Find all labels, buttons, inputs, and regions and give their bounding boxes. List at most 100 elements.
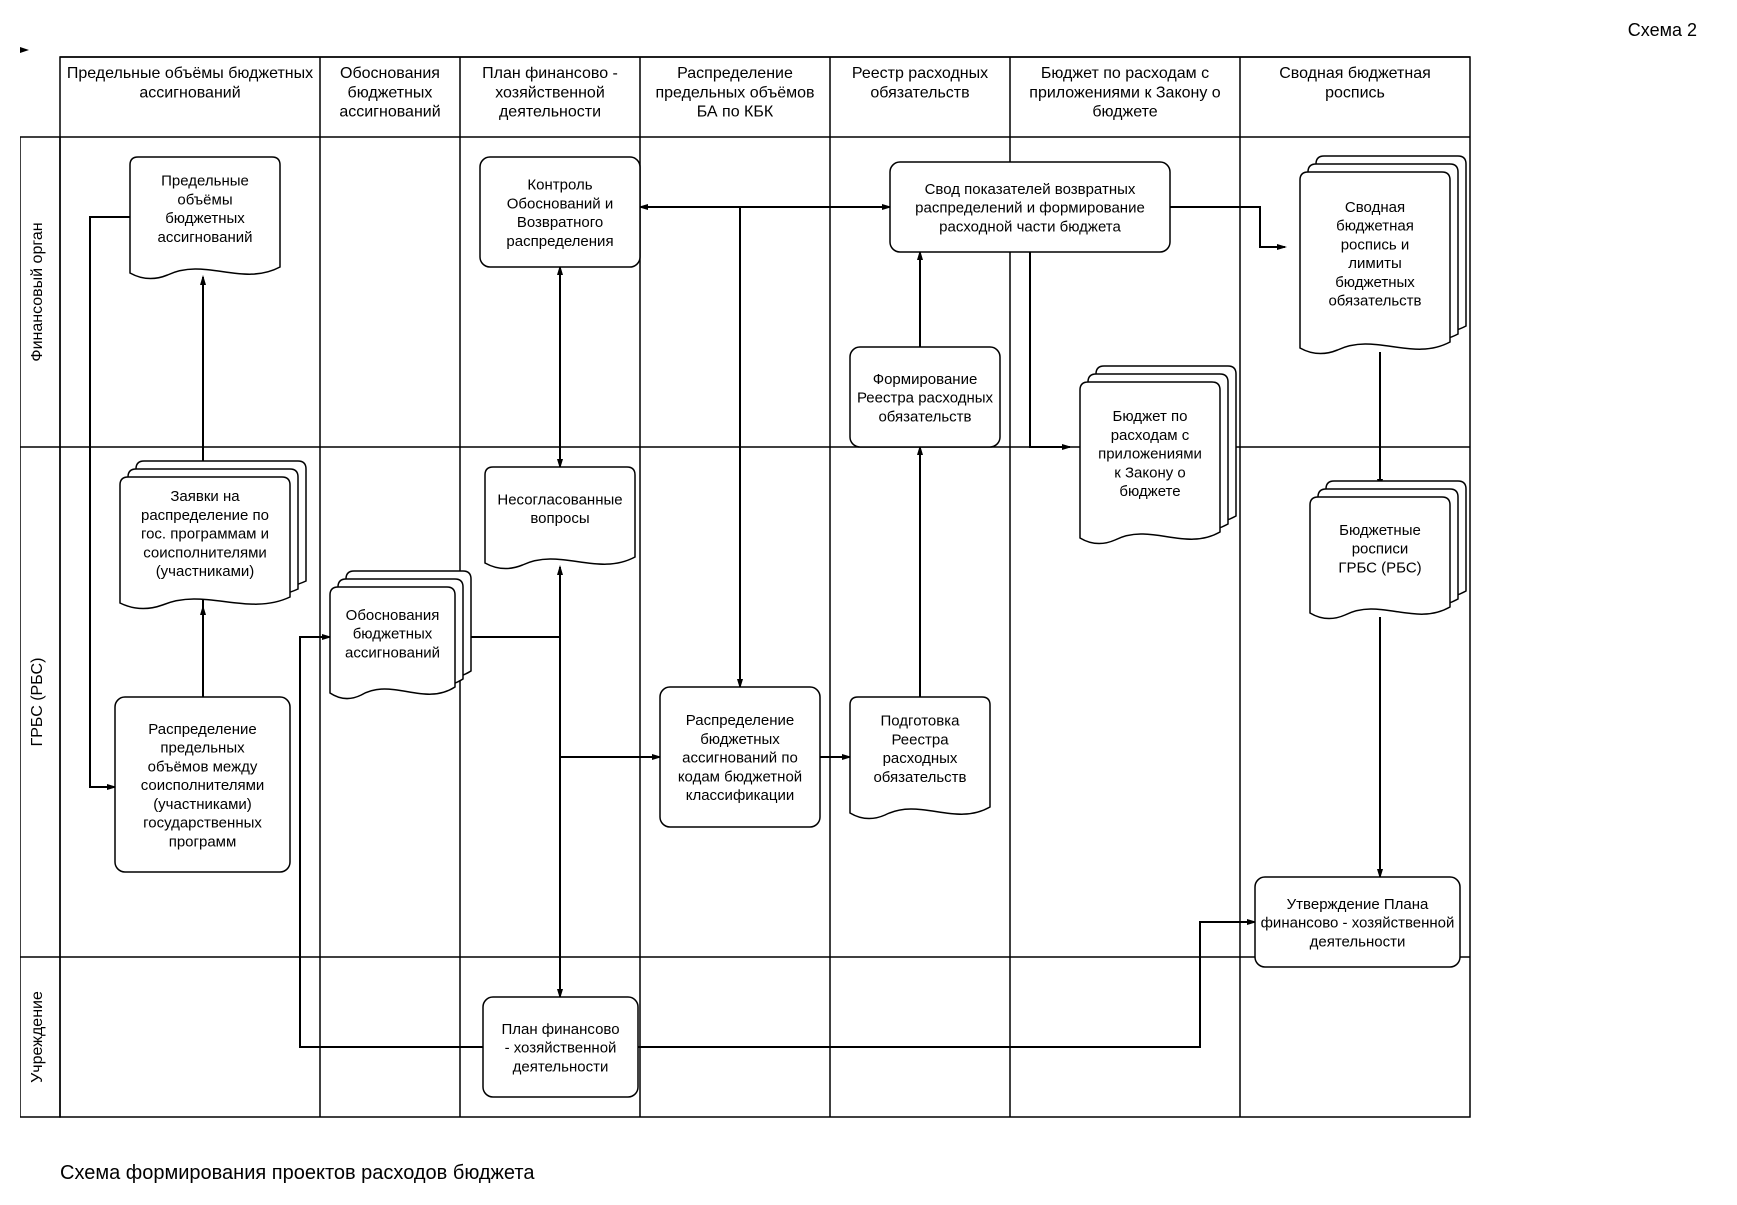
node-text: Несогласованные bbox=[497, 491, 622, 508]
node-n5: КонтрольОбоснований и Возвратного распреде… bbox=[480, 157, 640, 267]
node-text: ассигнований по bbox=[682, 750, 798, 767]
node-text: бюджетных bbox=[700, 731, 780, 748]
node-text: ассигнований bbox=[157, 229, 252, 246]
column-header: Реестр расходных bbox=[852, 65, 988, 82]
node-text: Формирование bbox=[873, 371, 978, 388]
node-text: ассигнований bbox=[345, 644, 440, 661]
column-header: Распределение bbox=[677, 65, 793, 82]
node-text: (участниками) bbox=[156, 563, 255, 580]
node-n8: Распределение бюджетных ассигнований покод… bbox=[660, 687, 820, 827]
column-header: бюджете bbox=[1092, 104, 1157, 121]
node-text: роспись и bbox=[1341, 236, 1410, 253]
node-text: расходных bbox=[883, 750, 958, 767]
node-n15: Утверждение Плана финансово - хозяйственн… bbox=[1255, 877, 1460, 967]
node-text: объёмов между bbox=[148, 758, 258, 775]
node-text: соисполнителями bbox=[141, 777, 265, 794]
node-text: соисполнителями bbox=[143, 544, 267, 561]
row-label: Учреждение bbox=[29, 991, 46, 1083]
node-text: Бюджетные bbox=[1339, 522, 1421, 539]
node-text: деятельности bbox=[1310, 933, 1406, 950]
column-header: БА по КБК bbox=[697, 104, 774, 121]
node-text: Контроль bbox=[527, 177, 592, 194]
node-n3: Распределение предельныхобъёмов между соис… bbox=[115, 697, 290, 872]
edge bbox=[1030, 252, 1070, 447]
node-text: Подготовка bbox=[881, 713, 961, 730]
node-n7: План финансово - хозяйственнойдеятельност… bbox=[483, 997, 638, 1097]
node-n6: Несогласованные вопросы bbox=[485, 467, 635, 569]
node-text: План финансово bbox=[501, 1021, 619, 1038]
node-text: Свод показателей возвратных bbox=[925, 181, 1136, 198]
node-text: - хозяйственной bbox=[505, 1040, 617, 1057]
node-text: бюджетная bbox=[1336, 218, 1414, 235]
node-text: объёмы bbox=[177, 191, 232, 208]
node-text: бюджетных bbox=[1335, 274, 1415, 291]
node-n10: Формирование Реестра расходныхобязательст… bbox=[850, 347, 1000, 447]
node-text: Распределение bbox=[148, 721, 257, 738]
column-header: деятельности bbox=[499, 104, 601, 121]
node-n13: Сводная бюджетнаяроспись и лимиты бюджетных… bbox=[1300, 156, 1466, 354]
row-label: ГРБС (РБС) bbox=[29, 658, 46, 747]
node-text: обязательств bbox=[1328, 293, 1421, 310]
node-text: расходам с bbox=[1111, 427, 1190, 444]
node-text: классификации bbox=[686, 787, 795, 804]
column-header: План финансово - bbox=[482, 65, 618, 82]
edge bbox=[1170, 207, 1285, 247]
column-header: предельных объёмов bbox=[655, 84, 814, 101]
node-text: обязательств bbox=[873, 769, 966, 786]
edge bbox=[455, 637, 660, 757]
node-n1: Предельныеобъёмы бюджетных ассигнований bbox=[130, 157, 280, 279]
column-header: ассигнований bbox=[139, 84, 240, 101]
node-text: Утверждение Плана bbox=[1287, 896, 1429, 913]
column-header: бюджетных bbox=[348, 84, 433, 101]
node-text: Сводная bbox=[1345, 199, 1405, 216]
diagram-caption: Схема формирования проектов расходов бюд… bbox=[60, 1162, 1717, 1185]
column-header: роспись bbox=[1325, 84, 1385, 101]
node-text: (участниками) bbox=[153, 796, 252, 813]
node-text: предельных bbox=[160, 740, 245, 757]
node-n12: Бюджет порасходам сприложениямик Закону … bbox=[1080, 366, 1236, 544]
column-header: Предельные объёмы бюджетных bbox=[67, 65, 313, 82]
column-header: приложениями к Закону о bbox=[1029, 84, 1221, 101]
node-text: кодам бюджетной bbox=[678, 768, 802, 785]
node-text: Бюджет по bbox=[1113, 408, 1188, 425]
node-text: Возвратного bbox=[517, 214, 603, 231]
column-header: Сводная бюджетная bbox=[1279, 65, 1431, 82]
node-text: вопросы bbox=[530, 510, 589, 527]
node-n4: Обоснования бюджетныхассигнований bbox=[330, 571, 471, 699]
node-text: распределений и формирование bbox=[915, 200, 1145, 217]
node-text: бюджетных bbox=[353, 626, 433, 643]
edge bbox=[300, 637, 483, 1047]
node-text: государственных bbox=[143, 815, 262, 832]
node-n14: Бюджетные росписиГРБС (РБС) bbox=[1310, 481, 1466, 619]
node-text: Обоснования bbox=[346, 607, 440, 624]
column-header: хозяйственной bbox=[495, 84, 605, 101]
node-text: программ bbox=[169, 833, 237, 850]
column-header: обязательств bbox=[870, 84, 969, 101]
column-header: ассигнований bbox=[339, 104, 440, 121]
node-text: Обоснований и bbox=[507, 195, 613, 212]
node-text: Реестра расходных bbox=[857, 390, 994, 407]
node-text: лимиты bbox=[1348, 255, 1401, 272]
edge bbox=[638, 922, 1255, 1047]
column-header: Обоснования bbox=[340, 65, 440, 82]
node-text: росписи bbox=[1352, 541, 1409, 558]
node-text: обязательств bbox=[878, 408, 971, 425]
row-label: Финансовый орган bbox=[29, 222, 46, 361]
node-text: Предельные bbox=[161, 173, 249, 190]
flowchart-svg: Предельные объёмы бюджетныхассигнованийО… bbox=[20, 47, 1717, 1147]
node-n9: ПодготовкаРеестра расходных обязательств bbox=[850, 697, 990, 819]
node-text: ГРБС (РБС) bbox=[1338, 559, 1421, 576]
node-text: финансово - хозяйственной bbox=[1261, 915, 1455, 932]
node-text: бюджетных bbox=[165, 210, 245, 227]
node-n11: Свод показателей возвратных распределений… bbox=[890, 162, 1170, 252]
node-text: Реестра bbox=[891, 731, 949, 748]
node-text: расходной части бюджета bbox=[939, 218, 1121, 235]
node-text: деятельности bbox=[513, 1058, 609, 1075]
node-text: распределение по bbox=[141, 507, 269, 524]
diagram-container: Схема 2 Предельные объёмы бюджетныхассиг… bbox=[20, 20, 1717, 1185]
scheme-number: Схема 2 bbox=[20, 20, 1697, 41]
node-text: приложениями bbox=[1098, 446, 1202, 463]
node-text: Заявки на bbox=[170, 488, 240, 505]
node-text: Распределение bbox=[686, 712, 795, 729]
node-text: распределения bbox=[506, 233, 613, 250]
